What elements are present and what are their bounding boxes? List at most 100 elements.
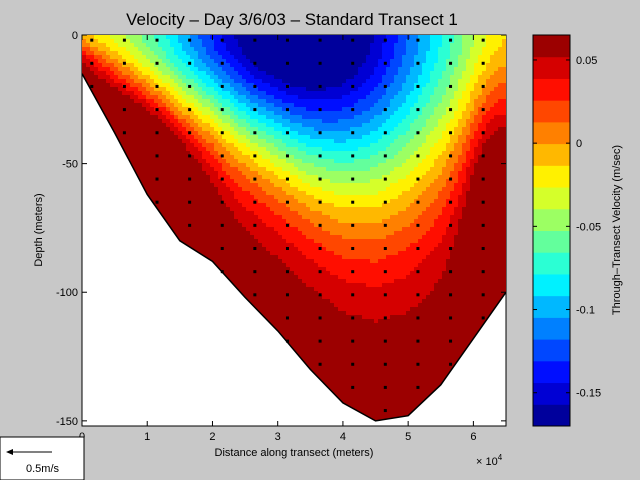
contour-cell: [194, 195, 199, 200]
contour-cell: [178, 123, 183, 128]
contour-cell: [138, 175, 143, 180]
contour-cell: [186, 227, 191, 232]
contour-cell: [270, 215, 275, 220]
contour-cell: [326, 339, 331, 344]
contour-cell: [254, 103, 259, 108]
contour-cell: [194, 127, 199, 132]
contour-cell: [386, 67, 391, 72]
contour-cell: [334, 231, 339, 236]
contour-cell: [322, 179, 327, 184]
contour-cell: [90, 67, 95, 72]
contour-cell: [142, 159, 147, 164]
contour-cell: [378, 399, 383, 404]
contour-cell: [166, 207, 171, 212]
contour-cell: [306, 315, 311, 320]
contour-cell: [262, 123, 267, 128]
contour-cell: [378, 199, 383, 204]
contour-cell: [334, 319, 339, 324]
contour-cell: [102, 75, 107, 80]
contour-cell: [278, 283, 283, 288]
contour-cell: [314, 39, 319, 44]
contour-cell: [278, 315, 283, 320]
contour-cell: [222, 43, 227, 48]
contour-cell: [202, 219, 207, 224]
contour-cell: [350, 219, 355, 224]
contour-cell: [302, 119, 307, 124]
contour-cell: [114, 75, 119, 80]
contour-cell: [382, 347, 387, 352]
contour-cell: [222, 255, 227, 260]
contour-cell: [290, 79, 295, 84]
contour-cell: [242, 159, 247, 164]
contour-cell: [338, 251, 343, 256]
contour-cell: [202, 183, 207, 188]
contour-cell: [122, 119, 127, 124]
contour-cell: [150, 91, 155, 96]
contour-cell: [370, 123, 375, 128]
contour-cell: [274, 163, 279, 168]
contour-cell: [354, 183, 359, 188]
contour-cell: [134, 47, 139, 52]
contour-cell: [366, 339, 371, 344]
contour-cell: [382, 355, 387, 360]
contour-cell: [234, 47, 239, 52]
contour-cell: [254, 283, 259, 288]
contour-cell: [254, 151, 259, 156]
contour-cell: [334, 111, 339, 116]
contour-cell: [130, 43, 135, 48]
contour-cell: [310, 135, 315, 140]
contour-cell: [86, 63, 91, 68]
contour-cell: [94, 43, 99, 48]
contour-cell: [370, 51, 375, 56]
contour-cell: [358, 63, 363, 68]
contour-cell: [326, 79, 331, 84]
contour-cell: [138, 83, 143, 88]
contour-cell: [278, 263, 283, 268]
contour-cell: [334, 223, 339, 228]
contour-cell: [178, 63, 183, 68]
contour-cell: [186, 179, 191, 184]
contour-cell: [338, 219, 343, 224]
contour-cell: [226, 87, 231, 92]
contour-cell: [162, 59, 167, 64]
contour-cell: [118, 103, 123, 108]
contour-cell: [386, 379, 391, 384]
contour-cell: [294, 95, 299, 100]
contour-cell: [306, 179, 311, 184]
contour-cell: [290, 215, 295, 220]
contour-cell: [254, 295, 259, 300]
contour-cell: [238, 95, 243, 100]
contour-cell: [334, 215, 339, 220]
contour-cell: [162, 187, 167, 192]
contour-cell: [194, 39, 199, 44]
contour-cell: [354, 323, 359, 328]
contour-cell: [366, 383, 371, 388]
contour-cell: [270, 123, 275, 128]
contour-cell: [218, 259, 223, 264]
contour-cell: [254, 287, 259, 292]
contour-cell: [186, 55, 191, 60]
contour-cell: [334, 87, 339, 92]
contour-cell: [134, 123, 139, 128]
contour-cell: [190, 123, 195, 128]
contour-cell: [266, 283, 271, 288]
contour-cell: [126, 63, 131, 68]
contour-cell: [218, 243, 223, 248]
contour-cell: [374, 55, 379, 60]
contour-cell: [382, 243, 387, 248]
contour-cell: [262, 151, 267, 156]
contour-cell: [338, 375, 343, 380]
contour-cell: [254, 67, 259, 72]
contour-cell: [346, 399, 351, 404]
contour-cell: [182, 83, 187, 88]
contour-cell: [230, 223, 235, 228]
contour-cell: [286, 243, 291, 248]
contour-cell: [206, 227, 211, 232]
contour-cell: [286, 99, 291, 104]
contour-cell: [186, 111, 191, 116]
contour-cell: [174, 175, 179, 180]
contour-cell: [382, 103, 387, 108]
contour-cell: [366, 391, 371, 396]
contour-cell: [262, 171, 267, 176]
contour-cell: [354, 335, 359, 340]
